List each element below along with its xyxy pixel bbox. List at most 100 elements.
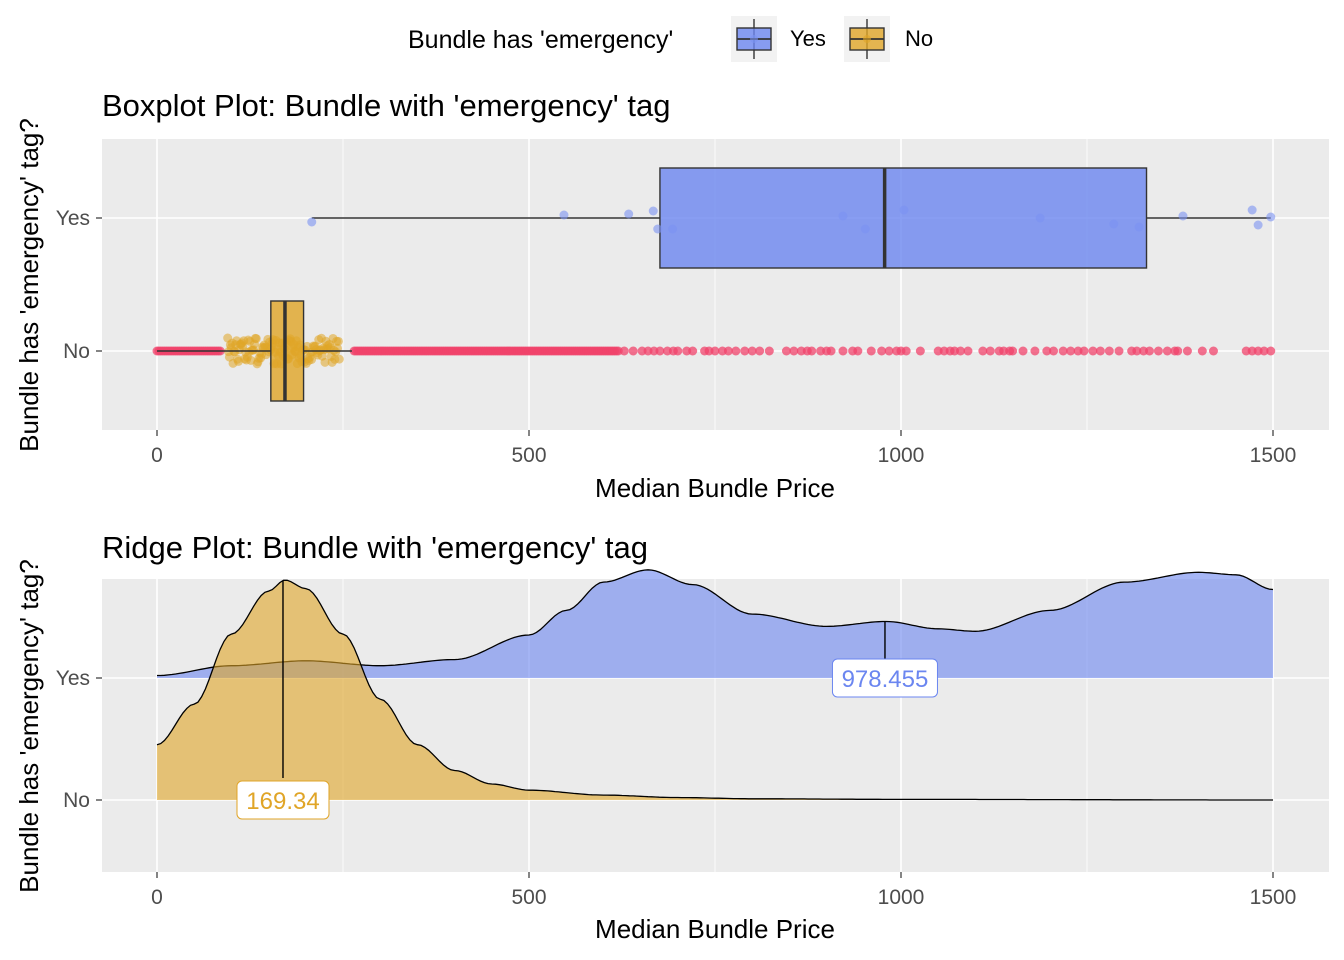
no-outlier-point xyxy=(1049,346,1059,356)
no-density-line xyxy=(156,579,1273,801)
no-outlier-point xyxy=(789,346,799,356)
yes-data-point xyxy=(860,224,870,234)
no-outlier-point xyxy=(807,346,817,356)
boxplot-title: Boxplot Plot: Bundle with 'emergency' ta… xyxy=(102,88,670,123)
yes-data-point xyxy=(1253,220,1263,230)
yes-data-point xyxy=(624,209,634,219)
no-outlier-point xyxy=(731,346,741,356)
no-outlier-point xyxy=(884,346,894,356)
no-outlier-point xyxy=(710,346,720,356)
legend-key-yes xyxy=(731,16,777,62)
yes-data-point xyxy=(307,217,317,227)
boxplot-x-axis-title: Median Bundle Price xyxy=(595,473,835,503)
legend-title: Bundle has 'emergency' xyxy=(408,26,673,54)
boxplot-marks xyxy=(152,167,1276,402)
boxplot-y-axis-title: Bundle has 'emergency' tag? xyxy=(14,118,44,452)
ridge-y-tick-label: Yes xyxy=(56,667,90,690)
no-outlier-point xyxy=(877,346,887,356)
no-outlier-point xyxy=(1104,346,1114,356)
ridge-x-tick-label: 500 xyxy=(511,886,546,909)
no-outlier-point xyxy=(1088,346,1098,356)
ridge-x-tick-label: 1500 xyxy=(1250,886,1297,909)
no-outlier-point xyxy=(866,346,876,356)
no-outlier-point xyxy=(1030,346,1040,356)
no-outlier-point xyxy=(673,346,683,356)
yes-data-point xyxy=(1109,219,1119,229)
no-outlier-point xyxy=(956,346,966,356)
boxplot-x-tick-label: 0 xyxy=(151,444,163,467)
legend-label-yes: Yes xyxy=(790,26,826,51)
no-outlier-point xyxy=(963,346,973,356)
yes-data-point xyxy=(1134,222,1144,232)
no-outlier-point xyxy=(838,346,848,356)
boxplot-y-tick-label: No xyxy=(63,340,90,363)
no-outlier-point xyxy=(1259,346,1269,356)
no-outlier-point xyxy=(1144,346,1154,356)
no-density-area xyxy=(157,580,1273,800)
no-outlier-point xyxy=(985,346,995,356)
no-outlier-point xyxy=(978,346,988,356)
no-median-label: 169.34 xyxy=(246,788,319,815)
yes-data-point xyxy=(1035,213,1045,223)
ridge-title: Ridge Plot: Bundle with 'emergency' tag xyxy=(102,530,648,565)
boxplot-x-tick-label: 1000 xyxy=(878,444,925,467)
no-outlier-point xyxy=(1008,346,1018,356)
ridge-y-axis-title: Bundle has 'emergency' tag? xyxy=(14,559,44,893)
yes-data-point xyxy=(1266,212,1276,222)
no-outlier-point xyxy=(1266,346,1276,356)
no-data-point xyxy=(333,336,343,346)
no-outlier-point xyxy=(619,346,629,356)
no-outlier-point xyxy=(655,346,665,356)
no-outlier-point xyxy=(1153,346,1163,356)
legend-key-no xyxy=(844,16,890,62)
no-outlier-point xyxy=(723,346,733,356)
no-outlier-point xyxy=(901,346,911,356)
yes-data-point xyxy=(1247,205,1257,215)
no-outlier-point xyxy=(1042,346,1052,356)
no-data-point xyxy=(334,354,344,364)
yes-density-area xyxy=(157,569,1273,678)
no-outlier-point xyxy=(628,346,638,356)
yes-data-point xyxy=(648,206,658,216)
no-data-point xyxy=(251,334,261,344)
no-outlier-point xyxy=(1079,346,1089,356)
no-box xyxy=(270,300,305,402)
yes-data-point xyxy=(668,224,678,234)
no-outlier-point xyxy=(1095,346,1105,356)
yes-box xyxy=(659,167,1148,269)
no-outlier-point xyxy=(781,346,791,356)
no-outlier-point xyxy=(764,346,774,356)
no-data-point xyxy=(307,354,317,364)
yes-median-label-box xyxy=(831,658,938,698)
no-outlier-point xyxy=(1208,346,1218,356)
no-outlier-point xyxy=(1018,346,1028,356)
ridge-x-tick-label: 0 xyxy=(151,886,163,909)
no-outlier-point xyxy=(688,346,698,356)
no-outlier-point xyxy=(1058,346,1068,356)
no-outlier-point xyxy=(1182,346,1192,356)
no-outlier-point xyxy=(915,346,925,356)
no-outlier-point xyxy=(740,346,750,356)
legend-label-no: No xyxy=(905,26,933,51)
yes-median-label: 978.455 xyxy=(842,666,929,693)
no-outlier-point xyxy=(747,346,757,356)
yes-data-point xyxy=(1178,211,1188,221)
no-outlier-point xyxy=(1197,346,1207,356)
boxplot-x-tick-label: 500 xyxy=(511,444,546,467)
yes-data-point xyxy=(653,224,663,234)
no-outlier-point xyxy=(826,346,836,356)
no-outlier-point xyxy=(1114,346,1124,356)
no-data-point xyxy=(320,357,330,367)
boxplot-axes: 0 500 1000 1500 Yes No xyxy=(56,207,1297,467)
ridge-axes: 0 500 1000 1500 Yes No xyxy=(56,667,1297,909)
ridge-x-axis-title: Median Bundle Price xyxy=(595,914,835,944)
no-outlier-point xyxy=(1066,346,1076,356)
yes-data-point xyxy=(559,210,569,220)
no-outlier-point xyxy=(1162,346,1172,356)
no-outlier-point xyxy=(1173,346,1183,356)
no-outlier-point xyxy=(755,346,765,356)
yes-data-point xyxy=(899,205,909,215)
boxplot-x-tick-label: 1500 xyxy=(1250,444,1297,467)
legend: Bundle has 'emergency' Yes No xyxy=(408,16,933,62)
